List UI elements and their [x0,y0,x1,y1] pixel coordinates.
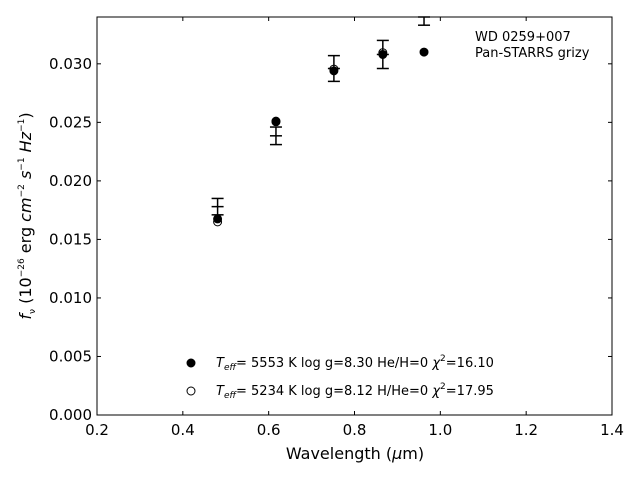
legend-marker-filled [186,358,196,368]
y-tick-label: 0.005 [49,347,92,365]
svg-text:fν (10−26 erg cm−2 s−1 Hz−1): fν (10−26 erg cm−2 s−1 Hz−1) [16,112,38,319]
y-tick-label: 0.010 [49,289,92,307]
legend: Teff= 5553 K log g=8.30 He/H=0 χ2=16.10 … [186,354,494,401]
x-tick-labels: 0.2 0.4 0.6 0.8 1.0 1.2 1.4 [85,421,624,439]
annotation-object: WD 0259+007 [475,30,571,45]
x-tick-label: 0.4 [171,421,195,439]
model-point-filled [378,49,388,59]
y-tick-label: 0.000 [49,406,92,424]
y-axis-label: fν (10−26 erg cm−2 s−1 Hz−1) [16,112,38,319]
x-axis-label: Wavelength (μm) [286,444,424,463]
y-tick-label: 0.015 [49,230,92,248]
errorbar [418,16,431,26]
model-point-filled [213,214,223,224]
x-tick-label: 0.6 [257,421,281,439]
model-markers [213,47,429,227]
model-point-filled [419,47,429,57]
model-point-open [271,117,281,127]
y-tick-label: 0.025 [49,113,92,131]
annotation-survey: Pan-STARRS grizy [475,46,590,61]
model-point-filled [329,66,339,76]
x-tick-label: 1.4 [600,421,624,439]
axis-ticks [96,17,613,416]
x-tick-label: 0.2 [85,421,109,439]
x-tick-label: 0.8 [343,421,367,439]
legend-marker-open [186,386,196,396]
y-tick-label: 0.030 [49,55,92,73]
errorbar [269,126,282,146]
x-tick-label: 1.0 [428,421,452,439]
model-point-open [329,64,339,74]
y-tick-labels: 0.000 0.005 0.010 0.015 0.020 0.025 0.030 [49,55,92,424]
y-tick-label: 0.020 [49,172,92,190]
model-point-open [213,217,223,227]
x-tick-label: 1.2 [514,421,538,439]
legend-entry-filled: Teff= 5553 K log g=8.30 He/H=0 χ2=16.10 [216,354,494,373]
model-point-open [378,48,388,58]
plot-area [96,16,613,416]
legend-entry-open: Teff= 5234 K log g=8.12 H/He=0 χ2=17.95 [216,382,494,401]
